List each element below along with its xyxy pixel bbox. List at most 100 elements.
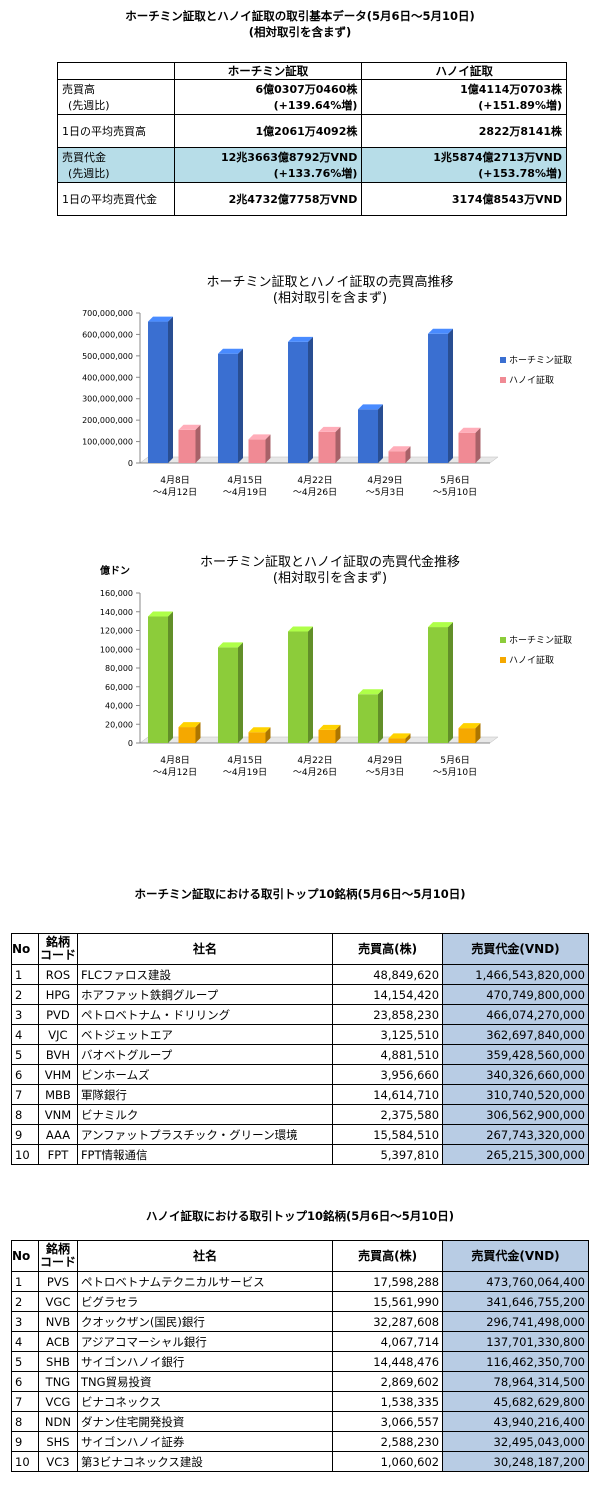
basic-hcm-value: 1億2061万4092株: [173, 114, 363, 148]
table-row: 7 VCG ビナコネックス 1,538,335 45,682,629,800: [11, 1391, 589, 1412]
value-cell: 1,466,543,820,000: [442, 964, 589, 985]
hn-header-0: No: [11, 1240, 39, 1272]
x-tick-label: 4月22日〜4月26日: [293, 755, 337, 778]
table-row: 8 NDN ダナン住宅開発投資 3,066,557 43,940,216,400: [11, 1411, 589, 1432]
code-cell: VGC: [37, 1291, 78, 1312]
basic-row-label-line: (先週比): [68, 99, 110, 112]
hcm-top10-table: No 銘柄 コード 社名 売買高(株) 売買代金(VND) 1 ROS FLCファロス建設 48,…: [11, 933, 589, 1165]
y-tick-label: 40,000: [105, 702, 133, 711]
code-cell: AAA: [37, 1124, 78, 1145]
chart-title: ホーチミン証取とハノイ証取の売買高推移: [206, 274, 453, 290]
chart-title: ホーチミン証取とハノイ証取の売買代金推移: [200, 554, 460, 570]
y-tick-label: 400,000,000: [82, 373, 133, 382]
rank-cell: 10: [11, 1144, 39, 1165]
table-row: 6 VHM ビンホームズ 3,956,660 340,326,660,000: [11, 1064, 589, 1085]
basic-hcm-value-line: 2兆4732億7758万VND: [228, 193, 358, 206]
value-cell: 267,743,320,000: [442, 1124, 589, 1145]
y-tick-label: 60,000: [105, 683, 133, 692]
company-cell: FPT情報通信: [76, 1144, 334, 1165]
basic-hcm-value: 12兆3663億8792万VND (+133.76%増): [173, 147, 363, 183]
x-tick-label: 4月22日〜4月26日: [293, 475, 337, 498]
rank-cell: 2: [11, 984, 39, 1005]
rank-cell: 7: [11, 1391, 39, 1412]
company-cell: アジアコマーシャル銀行: [76, 1331, 334, 1352]
table-row: 9 SHS サイゴンハノイ証券 2,588,230 32,495,043,000: [11, 1431, 589, 1452]
code-cell: PVS: [37, 1271, 78, 1292]
company-cell: クオックザン(国民)銀行: [76, 1311, 334, 1332]
value-cell: 116,462,350,700: [442, 1351, 589, 1372]
volume-cell: 4,881,510: [332, 1044, 444, 1065]
legend-swatch: [500, 637, 506, 643]
legend-label: ハノイ証取: [509, 374, 554, 386]
x-tick-label: 4月8日〜4月12日: [153, 755, 197, 778]
y-tick-label: 600,000,000: [82, 330, 133, 339]
basic-hcm-value-line: 6億0307万0460株: [255, 83, 358, 96]
bar-hn: [388, 446, 411, 463]
page-title-line1: ホーチミン証取とハノイ証取の取引基本データ(5月6日〜5月10日): [125, 9, 475, 23]
company-cell: 軍隊銀行: [76, 1084, 334, 1105]
basic-hn-value: 1億4114万0703株 (+151.89%増): [361, 79, 567, 115]
basic-hn-value-line: 1兆5874億2713万VND: [433, 151, 562, 164]
value-cell: 310,740,520,000: [442, 1084, 589, 1105]
rank-cell: 6: [11, 1064, 39, 1085]
code-cell: FPT: [37, 1144, 78, 1165]
bar-hn: [178, 722, 201, 743]
company-cell: ビナコネックス: [76, 1391, 334, 1412]
rank-cell: 9: [11, 1124, 39, 1145]
rank-cell: 1: [11, 1271, 39, 1292]
y-tick-label: 20,000: [105, 720, 133, 729]
basic-row-label-line: 売買代金: [62, 151, 106, 164]
bar-hcm: [218, 348, 243, 463]
basic-row-label-line: 1日の平均売買高: [62, 125, 146, 138]
volume-cell: 2,375,580: [332, 1104, 444, 1125]
basic-row: 1日の平均売買代金 2兆4732億7758万VND 3174億8543万VND: [57, 182, 567, 216]
volume-cell: 1,060,602: [332, 1451, 444, 1472]
company-cell: FLCファロス建設: [76, 964, 334, 985]
basic-row-label: 1日の平均売買代金: [57, 182, 175, 216]
value-cell: 32,495,043,000: [442, 1431, 589, 1452]
rank-cell: 5: [11, 1351, 39, 1372]
bar-hn: [178, 424, 201, 463]
hcm-header-3: 売買高(株): [332, 933, 444, 965]
code-cell: VNM: [37, 1104, 78, 1125]
x-tick-label: 4月8日〜4月12日: [153, 475, 197, 498]
basic-hn-value-line: (+151.89%増): [478, 99, 562, 112]
y-axis-label: 億ドン: [100, 564, 130, 577]
volume-cell: 3,066,557: [332, 1411, 444, 1432]
volume-cell: 2,588,230: [332, 1431, 444, 1452]
table-row: 1 ROS FLCファロス建設 48,849,620 1,466,543,820,000: [11, 964, 589, 985]
legend-label: ハノイ証取: [509, 654, 554, 666]
x-tick-label: 4月29日〜5月3日: [366, 475, 404, 498]
volume-cell: 1,538,335: [332, 1391, 444, 1412]
basic-hn-value: 2822万8141株: [361, 114, 567, 148]
table-row: 9 AAA アンファットプラスチック・グリーン環境 15,584,510 267,743…: [11, 1124, 589, 1145]
hn-header-2: 社名: [76, 1240, 334, 1272]
value-cell: 341,646,755,200: [442, 1291, 589, 1312]
bar-hn: [248, 434, 271, 463]
rank-cell: 8: [11, 1411, 39, 1432]
basic-hcm-value-line: (+139.64%増): [273, 99, 358, 112]
y-tick-label: 0: [128, 739, 133, 748]
table-row: 4 VJC ベトジェットエア 3,125,510 362,697,840,000: [11, 1024, 589, 1045]
y-tick-label: 120,000: [100, 627, 133, 636]
y-tick-label: 300,000,000: [82, 395, 133, 404]
volume-cell: 4,067,714: [332, 1331, 444, 1352]
company-cell: 第3ビナコネックス建設: [76, 1451, 334, 1472]
y-tick-label: 100,000,000: [82, 438, 133, 447]
volume-cell: 23,858,230: [332, 1004, 444, 1025]
bar-hn: [318, 426, 341, 463]
basic-col-hcm: ホーチミン証取: [173, 62, 363, 80]
value-cell: 473,760,064,400: [442, 1271, 589, 1292]
code-cell: MBB: [37, 1084, 78, 1105]
value-cell: 306,562,900,000: [442, 1104, 589, 1125]
rank-cell: 7: [11, 1084, 39, 1105]
code-cell: SHS: [37, 1431, 78, 1452]
legend-swatch: [500, 377, 506, 383]
volume-cell: 15,561,990: [332, 1291, 444, 1312]
hcm-top10-title: ホーチミン証取における取引トップ10銘柄(5月6日〜5月10日): [134, 887, 466, 901]
rank-cell: 8: [11, 1104, 39, 1125]
basic-hn-value-line: 1億4114万0703株: [460, 83, 562, 96]
basic-hn-value-line: 3174億8543万VND: [451, 193, 562, 206]
basic-hcm-value-line: 1億2061万4092株: [255, 125, 358, 138]
legend-swatch: [500, 357, 506, 363]
